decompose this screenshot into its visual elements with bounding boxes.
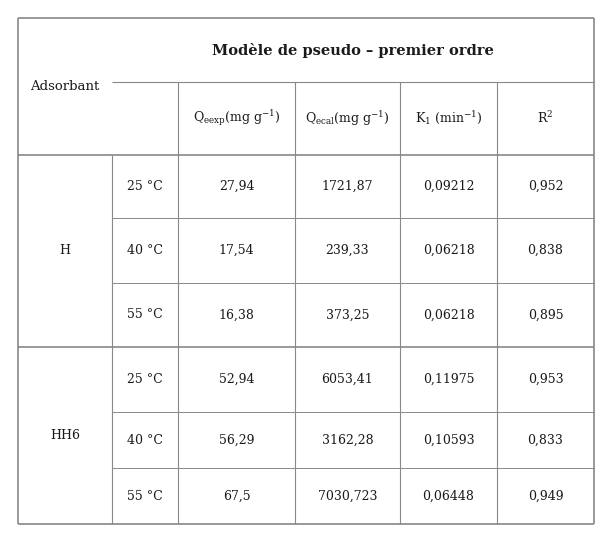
Text: 0,10593: 0,10593	[423, 434, 474, 447]
Text: 7030,723: 7030,723	[318, 490, 377, 502]
Text: 25 °C: 25 °C	[127, 180, 163, 193]
Text: 67,5: 67,5	[223, 490, 250, 502]
Text: 0,09212: 0,09212	[423, 180, 474, 193]
Text: 16,38: 16,38	[218, 308, 255, 322]
Text: 0,953: 0,953	[528, 373, 563, 386]
Text: 52,94: 52,94	[218, 373, 254, 386]
Text: 40 °C: 40 °C	[127, 244, 163, 257]
Text: 0,06218: 0,06218	[423, 244, 474, 257]
Text: 0,952: 0,952	[528, 180, 563, 193]
Text: Q$_{\mathregular{ecal}}$(mg g$^{\mathregular{-1}}$): Q$_{\mathregular{ecal}}$(mg g$^{\mathreg…	[305, 109, 390, 128]
Text: 27,94: 27,94	[218, 180, 254, 193]
Text: 0,949: 0,949	[528, 490, 563, 502]
Text: 239,33: 239,33	[326, 244, 369, 257]
Text: 0,895: 0,895	[528, 308, 563, 322]
Text: 373,25: 373,25	[326, 308, 369, 322]
Text: R$^{\mathregular{2}}$: R$^{\mathregular{2}}$	[537, 110, 554, 126]
Text: 3162,28: 3162,28	[322, 434, 373, 447]
Text: 17,54: 17,54	[218, 244, 255, 257]
Text: 0,833: 0,833	[528, 434, 564, 447]
Text: 55 °C: 55 °C	[127, 490, 163, 502]
Text: 55 °C: 55 °C	[127, 308, 163, 322]
Text: 40 °C: 40 °C	[127, 434, 163, 447]
Text: 6053,41: 6053,41	[322, 373, 373, 386]
Text: K$_{\mathregular{1}}$ (min$^{\mathregular{-1}}$): K$_{\mathregular{1}}$ (min$^{\mathregula…	[415, 110, 482, 127]
Text: H: H	[59, 244, 70, 258]
Text: 0,06218: 0,06218	[423, 308, 474, 322]
Text: 56,29: 56,29	[218, 434, 254, 447]
Text: Adsorbant: Adsorbant	[31, 80, 100, 93]
Text: Q$_{\mathregular{eexp}}$(mg g$^{\mathregular{-1}}$): Q$_{\mathregular{eexp}}$(mg g$^{\mathreg…	[193, 109, 280, 129]
Text: Modèle de pseudo – premier ordre: Modèle de pseudo – premier ordre	[212, 43, 494, 58]
Text: 0,838: 0,838	[528, 244, 564, 257]
Text: 0,06448: 0,06448	[422, 490, 474, 502]
Text: HH6: HH6	[50, 429, 80, 442]
Text: 0,11975: 0,11975	[423, 373, 474, 386]
Text: 1721,87: 1721,87	[322, 180, 373, 193]
Text: 25 °C: 25 °C	[127, 373, 163, 386]
